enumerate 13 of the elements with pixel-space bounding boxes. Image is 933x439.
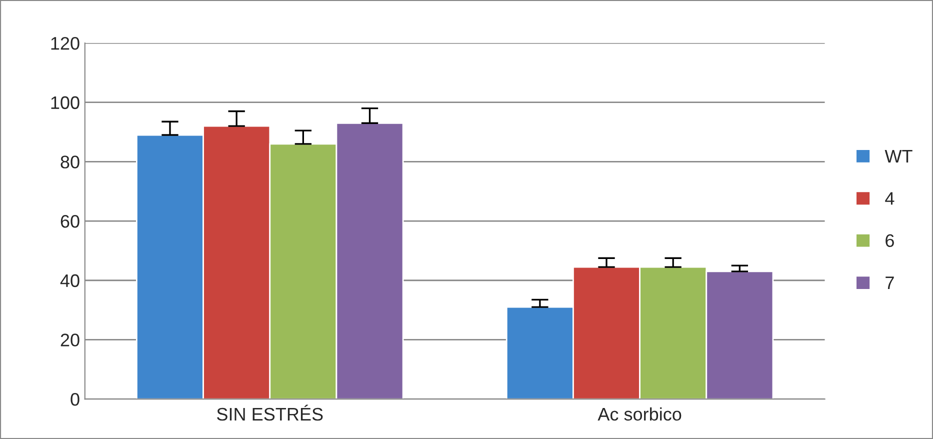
legend-label: 4: [885, 192, 894, 205]
legend-label: 7: [886, 276, 894, 290]
legend-label: WT: [884, 150, 912, 162]
y-tick-label: 120: [51, 36, 80, 50]
y-tick-label: 60: [60, 214, 80, 228]
legend-label: 6: [886, 234, 894, 248]
x-tick-label: SIN ESTRÉS: [217, 404, 323, 421]
y-tick-label: 20: [60, 334, 80, 346]
y-tick-label: 80: [60, 156, 80, 168]
y-tick-label: 0: [70, 392, 80, 406]
y-tick-label: 40: [60, 274, 80, 288]
x-tick-label: Ac sorbico: [598, 407, 682, 421]
y-tick-label: 100: [51, 96, 80, 110]
